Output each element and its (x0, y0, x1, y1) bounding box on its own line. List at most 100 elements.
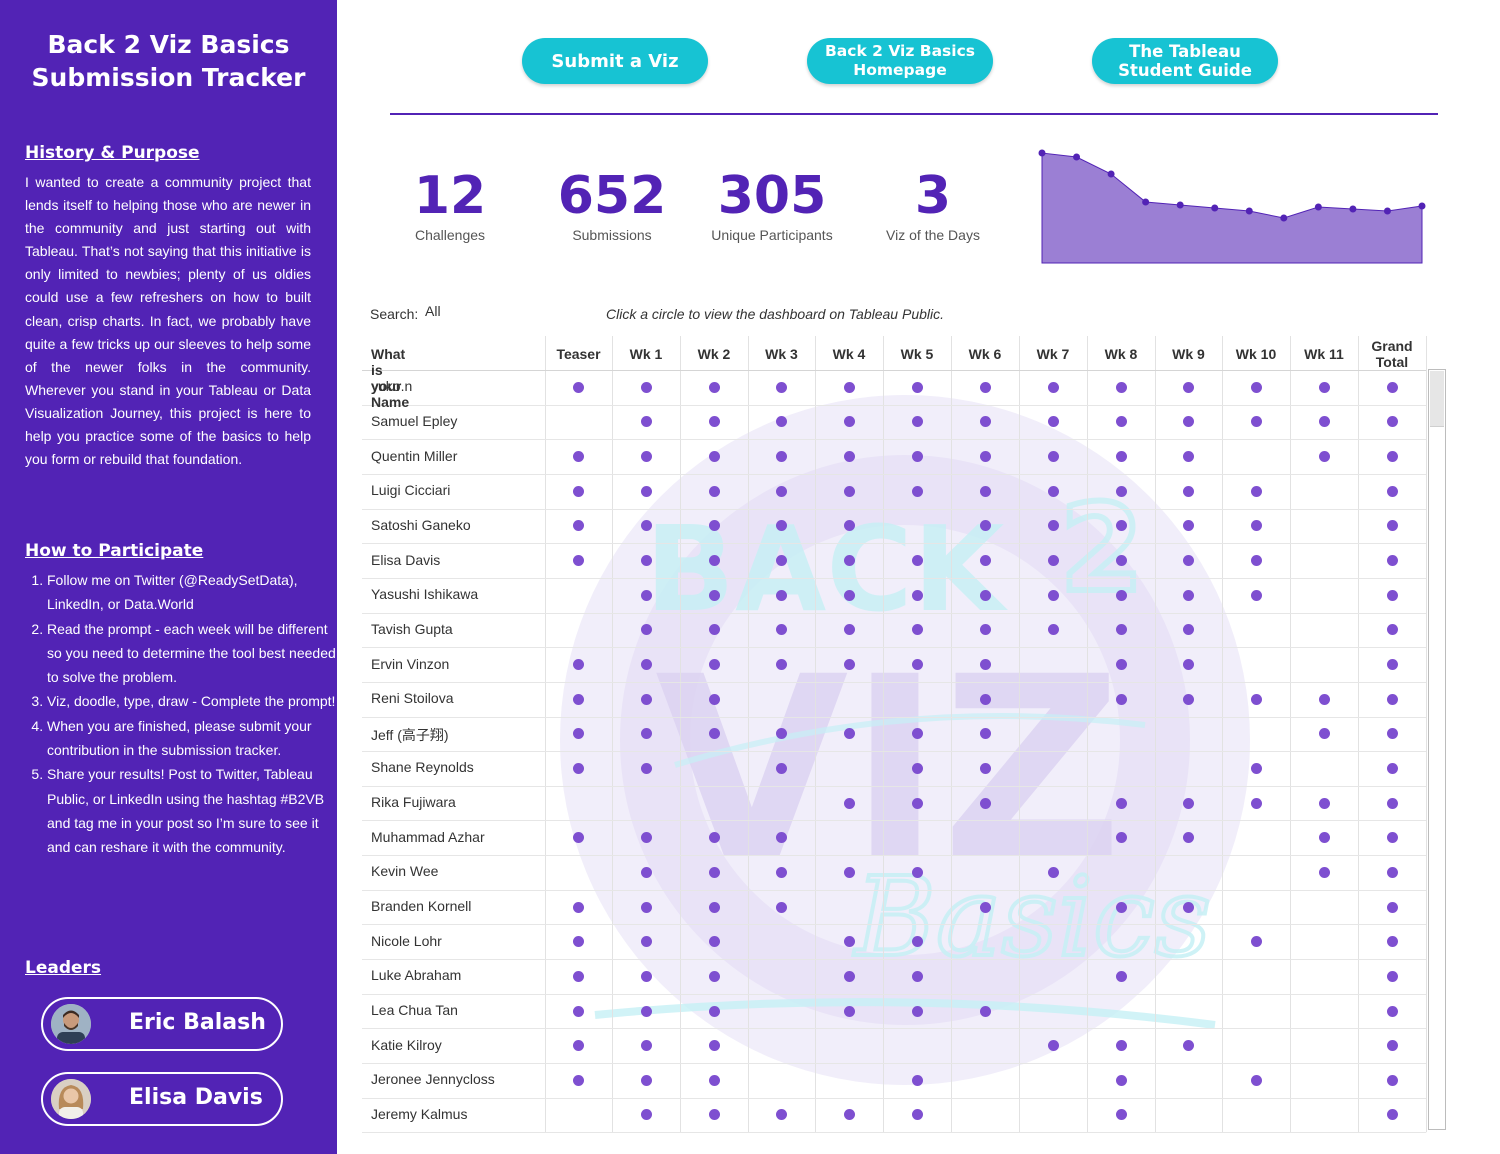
submission-dot[interactable] (1183, 624, 1194, 636)
grand-total-dot[interactable] (1386, 936, 1398, 948)
submission-dot[interactable] (1318, 866, 1330, 878)
submission-dot[interactable] (640, 381, 652, 393)
submission-dot[interactable] (573, 1040, 584, 1052)
submission-dot[interactable] (1115, 1074, 1127, 1086)
submission-dot[interactable] (843, 381, 855, 393)
submission-dot[interactable] (776, 416, 787, 428)
submission-dot[interactable] (1318, 451, 1330, 463)
submission-dot[interactable] (1183, 1040, 1194, 1052)
submission-dot[interactable] (708, 520, 720, 532)
submission-dot[interactable] (1250, 762, 1262, 774)
submission-dot[interactable] (1183, 520, 1194, 532)
submission-dot[interactable] (640, 1040, 652, 1052)
submission-dot[interactable] (1183, 555, 1194, 567)
grand-total-dot[interactable] (1386, 451, 1398, 463)
submission-dot[interactable] (843, 970, 855, 982)
grand-total-dot[interactable] (1386, 832, 1398, 844)
submission-dot[interactable] (708, 416, 720, 428)
submission-dot[interactable] (776, 451, 787, 463)
grand-total-dot[interactable] (1386, 1040, 1398, 1052)
submission-dot[interactable] (1047, 451, 1059, 463)
submission-dot[interactable] (640, 555, 652, 567)
submission-dot[interactable] (1250, 797, 1262, 809)
submission-dot[interactable] (911, 416, 923, 428)
submission-dot[interactable] (979, 1005, 991, 1017)
trend-point[interactable] (1142, 198, 1150, 206)
submission-dot[interactable] (843, 485, 855, 497)
submission-dot[interactable] (1183, 659, 1194, 671)
grand-total-dot[interactable] (1386, 381, 1398, 393)
submission-dot[interactable] (843, 936, 855, 948)
submission-dot[interactable] (1115, 589, 1127, 601)
submission-dot[interactable] (573, 451, 584, 463)
submission-dot[interactable] (776, 624, 787, 636)
leader-elisa-davis[interactable]: Elisa Davis (41, 1072, 283, 1126)
trend-point[interactable] (1073, 153, 1081, 161)
submission-dot[interactable] (1115, 485, 1127, 497)
submission-dot[interactable] (1183, 797, 1194, 809)
submission-dot[interactable] (708, 1005, 720, 1017)
submission-dot[interactable] (776, 381, 787, 393)
grand-total-dot[interactable] (1386, 520, 1398, 532)
submission-dot[interactable] (1183, 693, 1194, 705)
submission-dot[interactable] (708, 866, 720, 878)
trend-point[interactable] (1245, 207, 1253, 215)
trend-point[interactable] (1383, 207, 1391, 215)
submission-dot[interactable] (911, 936, 923, 948)
submission-dot[interactable] (640, 693, 652, 705)
submission-dot[interactable] (708, 901, 720, 913)
submission-dot[interactable] (843, 797, 855, 809)
submission-dot[interactable] (1183, 416, 1194, 428)
submission-dot[interactable] (843, 866, 855, 878)
submission-dot[interactable] (1183, 832, 1194, 844)
submission-dot[interactable] (1183, 589, 1194, 601)
submission-dot[interactable] (1115, 416, 1127, 428)
submission-dot[interactable] (1115, 451, 1127, 463)
submission-dot[interactable] (1115, 381, 1127, 393)
submission-dot[interactable] (573, 936, 584, 948)
submission-dot[interactable] (573, 485, 584, 497)
submission-dot[interactable] (1115, 555, 1127, 567)
submission-dot[interactable] (911, 970, 923, 982)
submission-dot[interactable] (1047, 555, 1059, 567)
submission-dot[interactable] (1318, 381, 1330, 393)
submission-dot[interactable] (573, 1074, 584, 1086)
submission-dot[interactable] (979, 555, 991, 567)
submission-dot[interactable] (573, 728, 584, 740)
submission-dot[interactable] (1115, 901, 1127, 913)
submission-dot[interactable] (843, 659, 855, 671)
submission-dot[interactable] (708, 589, 720, 601)
submission-dot[interactable] (1047, 520, 1059, 532)
submission-dot[interactable] (776, 728, 787, 740)
submission-dot[interactable] (1250, 381, 1262, 393)
submission-dot[interactable] (1318, 832, 1330, 844)
submission-dot[interactable] (911, 728, 923, 740)
submission-dot[interactable] (573, 693, 584, 705)
submission-dot[interactable] (573, 901, 584, 913)
grand-total-dot[interactable] (1386, 693, 1398, 705)
submission-dot[interactable] (640, 832, 652, 844)
submission-dot[interactable] (1250, 936, 1262, 948)
submission-dot[interactable] (640, 728, 652, 740)
submission-dot[interactable] (708, 970, 720, 982)
submission-dot[interactable] (911, 381, 923, 393)
trend-point[interactable] (1314, 203, 1322, 211)
submission-dot[interactable] (708, 832, 720, 844)
submission-dot[interactable] (776, 555, 787, 567)
submit-viz-button[interactable]: Submit a Viz (522, 38, 708, 84)
submission-dot[interactable] (640, 520, 652, 532)
submission-dot[interactable] (843, 728, 855, 740)
student-guide-button[interactable]: The Tableau Student Guide (1092, 38, 1278, 84)
submission-dot[interactable] (911, 589, 923, 601)
submission-dot[interactable] (1318, 693, 1330, 705)
search-dropdown[interactable]: All (425, 303, 441, 319)
grand-total-dot[interactable] (1386, 485, 1398, 497)
submission-dot[interactable] (640, 1109, 652, 1121)
grand-total-dot[interactable] (1386, 866, 1398, 878)
submission-dot[interactable] (911, 659, 923, 671)
submission-dot[interactable] (1047, 1040, 1059, 1052)
submission-dot[interactable] (911, 1074, 923, 1086)
submission-dot[interactable] (708, 1109, 720, 1121)
submission-dot[interactable] (708, 728, 720, 740)
submission-dot[interactable] (776, 901, 787, 913)
